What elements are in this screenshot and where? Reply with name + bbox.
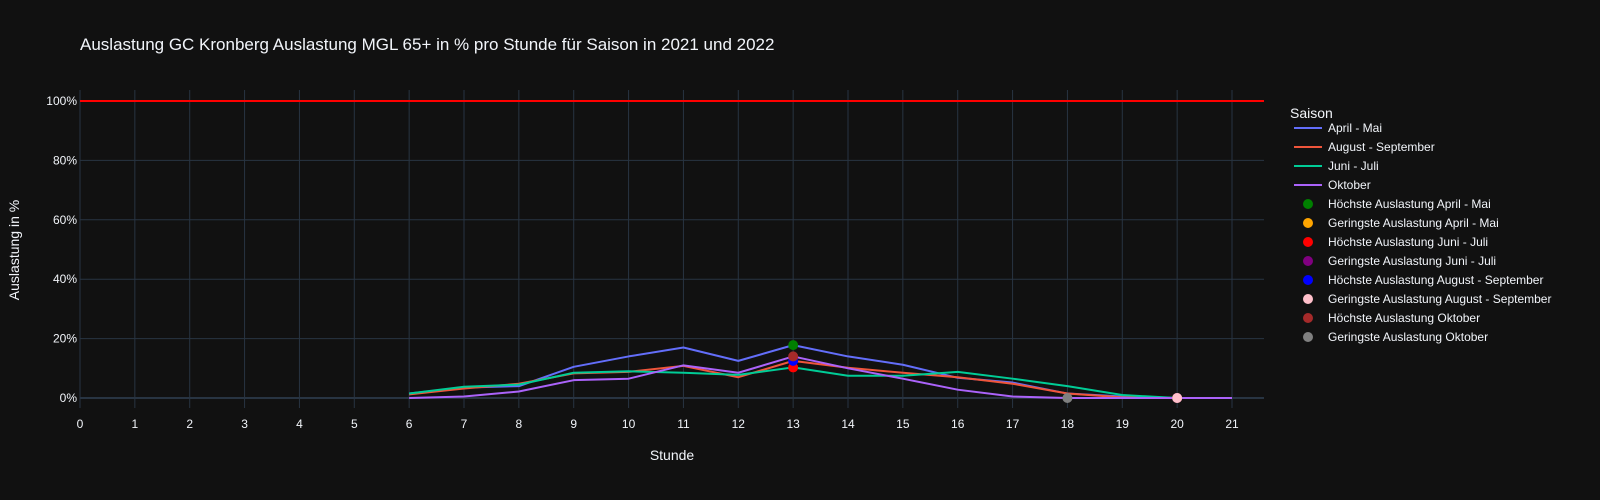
x-tick-label: 7 <box>461 417 468 431</box>
x-tick-label: 15 <box>896 417 910 431</box>
legend-item-label: Höchste Auslastung Juni - Juli <box>1328 235 1488 249</box>
x-tick-label: 18 <box>1061 417 1075 431</box>
x-tick-label: 19 <box>1116 417 1130 431</box>
chart-title: Auslastung GC Kronberg Auslastung MGL 65… <box>80 35 774 54</box>
series-line <box>409 366 1232 399</box>
x-tick-label: 8 <box>516 417 523 431</box>
legend-item-label: Geringste Auslastung Juni - Juli <box>1328 254 1496 268</box>
legend[interactable]: Saison April - Mai August - September Juni… <box>1290 105 1551 344</box>
y-tick-label: 20% <box>53 332 77 346</box>
legend-swatch-marker <box>1303 332 1313 342</box>
legend-item-label: Geringste Auslastung Oktober <box>1328 330 1488 344</box>
x-tick-label: 21 <box>1225 417 1239 431</box>
x-tick-label: 12 <box>732 417 746 431</box>
legend-swatch-marker <box>1303 313 1313 323</box>
legend-item-label: Höchste Auslastung Oktober <box>1328 311 1480 325</box>
legend-swatch-marker <box>1303 275 1313 285</box>
x-tick-label: 9 <box>570 417 577 431</box>
y-tick-label: 80% <box>53 153 77 167</box>
legend-swatch-marker <box>1303 199 1313 209</box>
x-tick-label: 11 <box>677 417 690 431</box>
legend-item-label: Geringste Auslastung April - Mai <box>1328 216 1499 230</box>
y-axis-title: Auslastung in % <box>6 200 22 300</box>
y-tick-label: 60% <box>53 213 77 227</box>
x-tick-label: 0 <box>77 417 84 431</box>
legend-item-label: Höchste Auslastung April - Mai <box>1328 197 1491 211</box>
legend-title: Saison <box>1290 105 1333 121</box>
x-tick-label: 6 <box>406 417 413 431</box>
legend-item-label: April - Mai <box>1328 121 1382 135</box>
x-tick-label: 20 <box>1170 417 1184 431</box>
x-tick-label: 13 <box>786 417 800 431</box>
x-tick-label: 16 <box>951 417 965 431</box>
plot-background <box>80 90 1264 408</box>
x-tick-label: 2 <box>186 417 193 431</box>
legend-item-label: August - September <box>1328 140 1435 154</box>
x-tick-label: 3 <box>241 417 248 431</box>
y-tick-label: 100% <box>46 94 77 108</box>
x-tick-label: 5 <box>351 417 358 431</box>
plot-area: 0 1 2 3 4 5 6 7 8 9 10 11 12 13 14 15 16 17 18 19 20 210%20%4… <box>46 90 1264 431</box>
marker-point <box>1172 393 1183 403</box>
x-tick-label: 17 <box>1006 417 1020 431</box>
legend-swatch-marker <box>1303 256 1313 266</box>
legend-item-label: Höchste Auslastung August - September <box>1328 273 1543 287</box>
x-tick-label: 10 <box>622 417 636 431</box>
marker-point <box>788 340 799 351</box>
x-axis-title: Stunde <box>650 447 695 463</box>
y-tick-label: 0% <box>60 391 78 405</box>
x-tick-label: 4 <box>296 417 303 431</box>
marker-point <box>1062 393 1073 403</box>
legend-item-label: Juni - Juli <box>1328 159 1379 173</box>
legend-swatch-marker <box>1303 237 1313 247</box>
marker-point <box>788 351 799 362</box>
y-tick-label: 40% <box>53 272 77 286</box>
legend-item-label: Geringste Auslastung August - September <box>1328 292 1551 306</box>
legend-item-label: Oktober <box>1328 178 1371 192</box>
x-tick-label: 14 <box>841 417 855 431</box>
x-tick-label: 1 <box>132 417 139 431</box>
legend-swatch-marker <box>1303 294 1313 304</box>
series-line <box>409 355 1232 399</box>
legend-swatch-marker <box>1303 218 1313 228</box>
